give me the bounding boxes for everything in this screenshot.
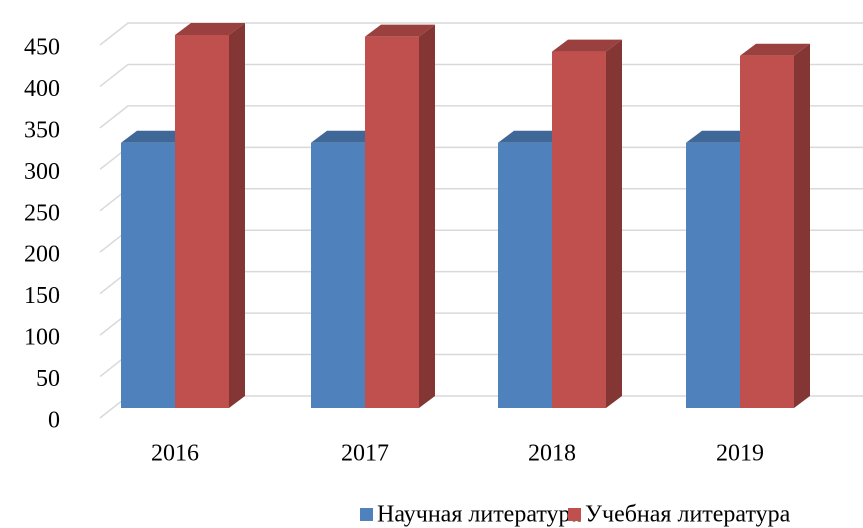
x-tick-label: 2017 [341, 441, 389, 467]
bar [498, 142, 552, 408]
bar-side [794, 43, 810, 408]
y-tick-label: 50 [36, 366, 60, 392]
bar-side [229, 23, 245, 408]
bar [552, 51, 606, 408]
y-tick-label: 200 [24, 242, 60, 268]
y-tick-label: 400 [24, 76, 60, 102]
bar-top [121, 130, 191, 143]
bar-side [419, 24, 435, 409]
legend-swatch [360, 508, 373, 521]
y-tick-label: 300 [24, 159, 60, 185]
bar-side [606, 39, 622, 408]
y-tick-label: 0 [48, 408, 60, 434]
bar [686, 142, 740, 408]
y-tick-label: 250 [24, 200, 60, 226]
x-tick-label: 2018 [528, 441, 576, 467]
legend-swatch [568, 508, 581, 521]
bar [740, 55, 794, 408]
bar [365, 36, 419, 408]
bar-top [740, 43, 810, 56]
bar-top [498, 130, 568, 143]
bar-top [552, 39, 622, 52]
bar [175, 35, 229, 408]
bar-top [311, 130, 381, 143]
x-tick-label: 2016 [151, 441, 199, 467]
y-tick-label: 450 [24, 35, 60, 61]
bar [311, 142, 365, 408]
bar [121, 142, 175, 408]
y-tick-label: 100 [24, 325, 60, 351]
y-tick-label: 350 [24, 117, 60, 143]
grid-line [99, 22, 863, 46]
bar-top [686, 130, 756, 143]
bar-top [365, 24, 435, 37]
legend-label: Учебная литература [585, 502, 791, 528]
x-tick-label: 2019 [716, 441, 764, 467]
legend-label: Научная литература [377, 502, 582, 528]
y-tick-label: 150 [24, 283, 60, 309]
bar-top [175, 23, 245, 35]
